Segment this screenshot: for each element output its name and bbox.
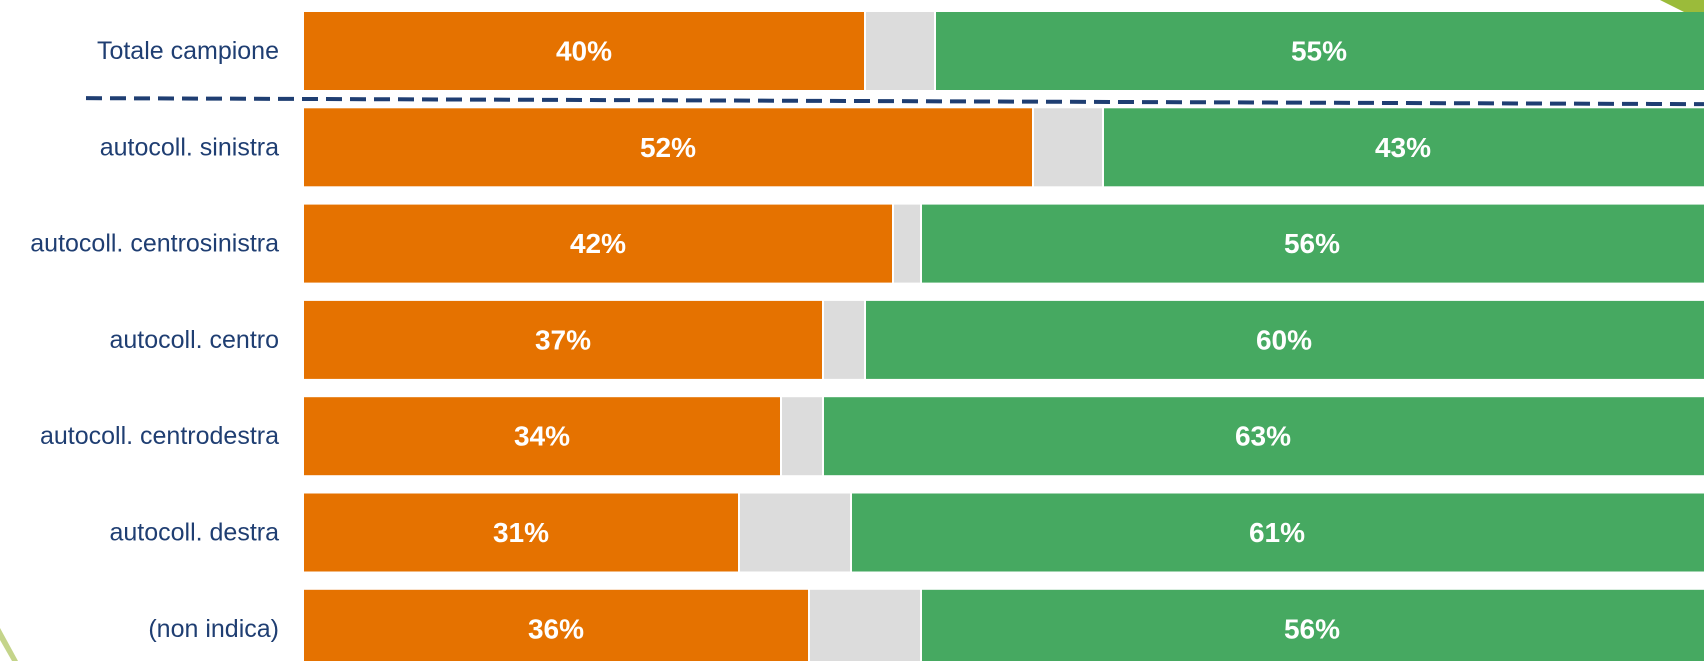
bar-segment bbox=[852, 493, 1704, 572]
labels-group: Totale campione 40% 55% autocoll. sinistra 5… bbox=[30, 36, 1431, 645]
bar-segment bbox=[740, 493, 850, 572]
bar-segment bbox=[304, 108, 1032, 187]
data-label: 56% bbox=[1284, 228, 1340, 259]
bar-segment bbox=[782, 397, 822, 476]
bar-segment bbox=[936, 12, 1704, 90]
data-label: 40% bbox=[556, 36, 612, 67]
category-label: autocoll. sinistra bbox=[100, 133, 279, 161]
bar-segment bbox=[824, 300, 864, 379]
bar-segment bbox=[304, 589, 808, 661]
data-label: 55% bbox=[1291, 36, 1347, 67]
category-label: (non indica) bbox=[148, 615, 279, 643]
bar-segment bbox=[866, 300, 1704, 379]
bar-segment bbox=[922, 204, 1704, 283]
bar-segment bbox=[304, 397, 780, 476]
bar-segment bbox=[304, 12, 864, 90]
bar-segment bbox=[1104, 108, 1704, 187]
bars-group bbox=[85, 12, 1704, 661]
bar-segment bbox=[304, 204, 892, 283]
data-label: 34% bbox=[514, 421, 570, 452]
category-label: Totale campione bbox=[97, 37, 279, 65]
data-label: 31% bbox=[493, 517, 549, 548]
data-label: 56% bbox=[1284, 613, 1340, 644]
separator-line bbox=[85, 96, 1704, 107]
category-label: autocoll. centrosinistra bbox=[30, 230, 279, 258]
data-label: 42% bbox=[570, 228, 626, 259]
bar-segment bbox=[304, 300, 822, 379]
data-label: 37% bbox=[535, 324, 591, 355]
data-label: 61% bbox=[1249, 517, 1305, 548]
data-label: 60% bbox=[1256, 324, 1312, 355]
corner-accent-bottom-left bbox=[0, 628, 18, 661]
category-label: autocoll. centrodestra bbox=[40, 422, 279, 450]
bar-segment bbox=[922, 589, 1704, 661]
category-label: autocoll. centro bbox=[109, 326, 279, 354]
data-label: 52% bbox=[640, 132, 696, 163]
data-label: 36% bbox=[528, 613, 584, 644]
bar-segment bbox=[304, 493, 738, 572]
bar-segment bbox=[1034, 108, 1102, 187]
data-label: 63% bbox=[1235, 421, 1291, 452]
data-label: 43% bbox=[1375, 132, 1431, 163]
bar-segment bbox=[810, 589, 920, 661]
bar-segment bbox=[866, 12, 934, 90]
bar-segment bbox=[894, 204, 920, 283]
bar-segment bbox=[824, 397, 1704, 476]
category-label: autocoll. destra bbox=[109, 519, 279, 547]
